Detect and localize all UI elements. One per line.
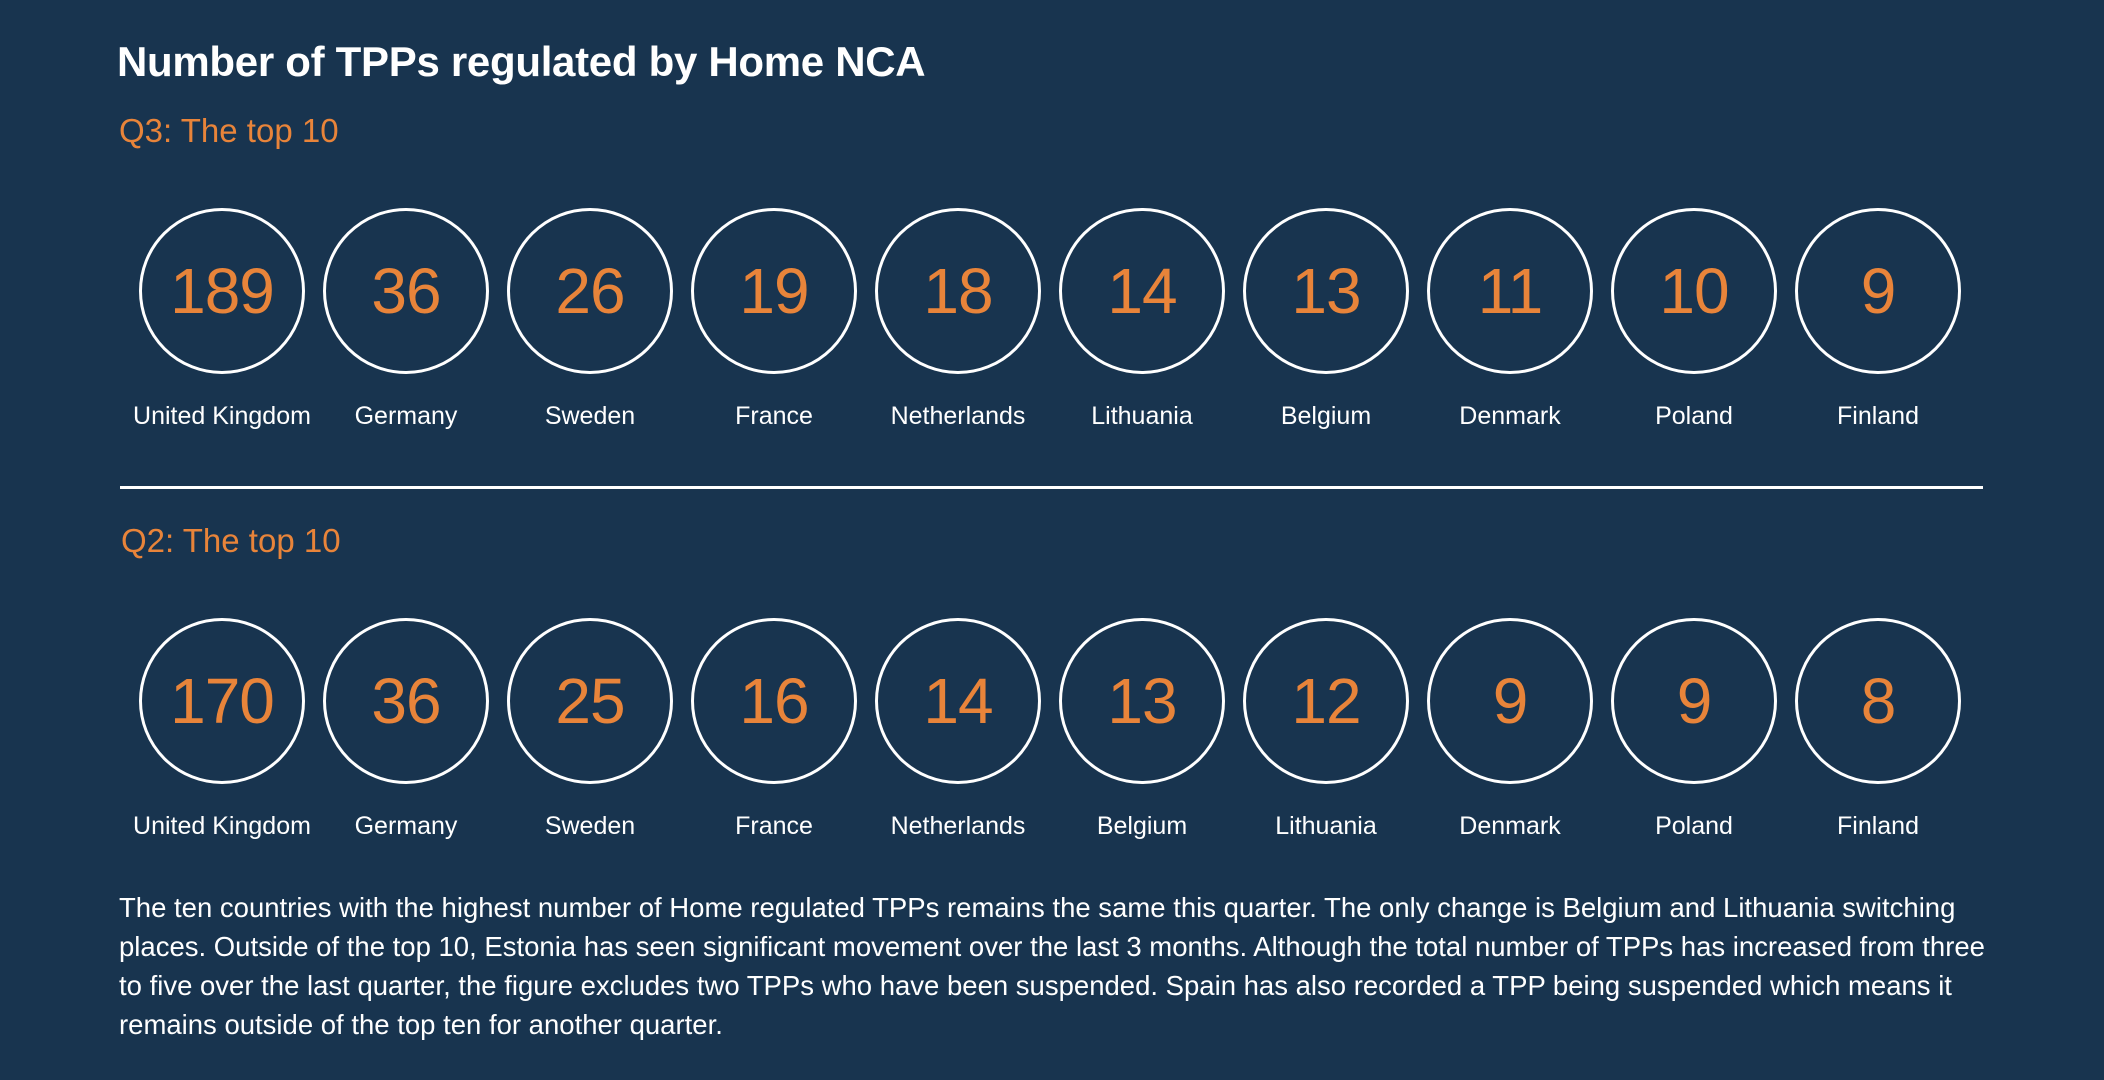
tpp-count-value: 19 — [739, 255, 809, 327]
country-label: Lithuania — [1275, 812, 1377, 840]
country-label: Netherlands — [890, 812, 1026, 840]
tpp-count-value: 9 — [1492, 665, 1529, 737]
country-label: Denmark — [1459, 812, 1561, 840]
page-title: Number of TPPs regulated by Home NCA — [117, 38, 926, 85]
country-label: Germany — [354, 812, 458, 840]
value-circle: 170 — [139, 618, 305, 784]
value-circle: 13 — [1059, 618, 1225, 784]
tpp-count-value: 189 — [170, 255, 275, 327]
tpp-count-value: 25 — [555, 665, 625, 737]
tpp-count-value: 9 — [1860, 255, 1897, 327]
value-circle: 189 — [139, 208, 305, 374]
value-circle: 12 — [1243, 618, 1409, 784]
country-label: Netherlands — [890, 402, 1026, 430]
tpp-count-value: 170 — [170, 665, 275, 737]
tpp-count-value: 13 — [1107, 665, 1177, 737]
country-label: Lithuania — [1091, 402, 1193, 430]
value-circle: 9 — [1795, 208, 1961, 374]
value-circle: 26 — [507, 208, 673, 374]
value-circle: 36 — [323, 618, 489, 784]
value-circle: 19 — [691, 208, 857, 374]
value-circle: 9 — [1611, 618, 1777, 784]
tpp-count-value: 8 — [1860, 665, 1897, 737]
value-circle: 9 — [1427, 618, 1593, 784]
tpp-count-value: 12 — [1291, 665, 1361, 737]
value-circle: 10 — [1611, 208, 1777, 374]
country-label: Sweden — [544, 402, 636, 430]
country-label: France — [735, 812, 813, 840]
value-circle: 13 — [1243, 208, 1409, 374]
country-label: Belgium — [1280, 402, 1372, 430]
tpp-count-value: 18 — [923, 255, 993, 327]
tpp-count-value: 14 — [923, 665, 993, 737]
tpp-count-value: 9 — [1676, 665, 1713, 737]
tpp-count-value: 10 — [1659, 255, 1729, 327]
country-label: Denmark — [1459, 402, 1561, 430]
country-label: Germany — [354, 402, 458, 430]
country-label: Finland — [1837, 812, 1919, 840]
value-circle: 18 — [875, 208, 1041, 374]
tpp-count-value: 36 — [371, 665, 441, 737]
country-label: Poland — [1655, 402, 1733, 430]
value-circle: 14 — [1059, 208, 1225, 374]
section-divider — [120, 486, 1983, 489]
country-label: Belgium — [1096, 812, 1188, 840]
tpp-count-value: 14 — [1107, 255, 1177, 327]
value-circle: 36 — [323, 208, 489, 374]
tpp-count-value: 11 — [1477, 255, 1543, 327]
country-label: United Kingdom — [133, 402, 311, 430]
tpp-count-value: 26 — [555, 255, 625, 327]
country-label: Poland — [1655, 812, 1733, 840]
country-label: Finland — [1837, 402, 1919, 430]
commentary-text: The ten countries with the highest numbe… — [119, 892, 1985, 1040]
q3-section-heading: Q3: The top 10 — [119, 112, 339, 149]
country-label: United Kingdom — [133, 812, 311, 840]
value-circle: 16 — [691, 618, 857, 784]
tpp-count-value: 16 — [739, 665, 809, 737]
tpp-count-value: 36 — [371, 255, 441, 327]
value-circle: 14 — [875, 618, 1041, 784]
value-circle: 8 — [1795, 618, 1961, 784]
value-circle: 25 — [507, 618, 673, 784]
country-label: France — [735, 402, 813, 430]
value-circle: 11 — [1427, 208, 1593, 374]
q2-section-heading: Q2: The top 10 — [121, 522, 341, 559]
country-label: Sweden — [544, 812, 636, 840]
tpp-count-value: 13 — [1291, 255, 1361, 327]
